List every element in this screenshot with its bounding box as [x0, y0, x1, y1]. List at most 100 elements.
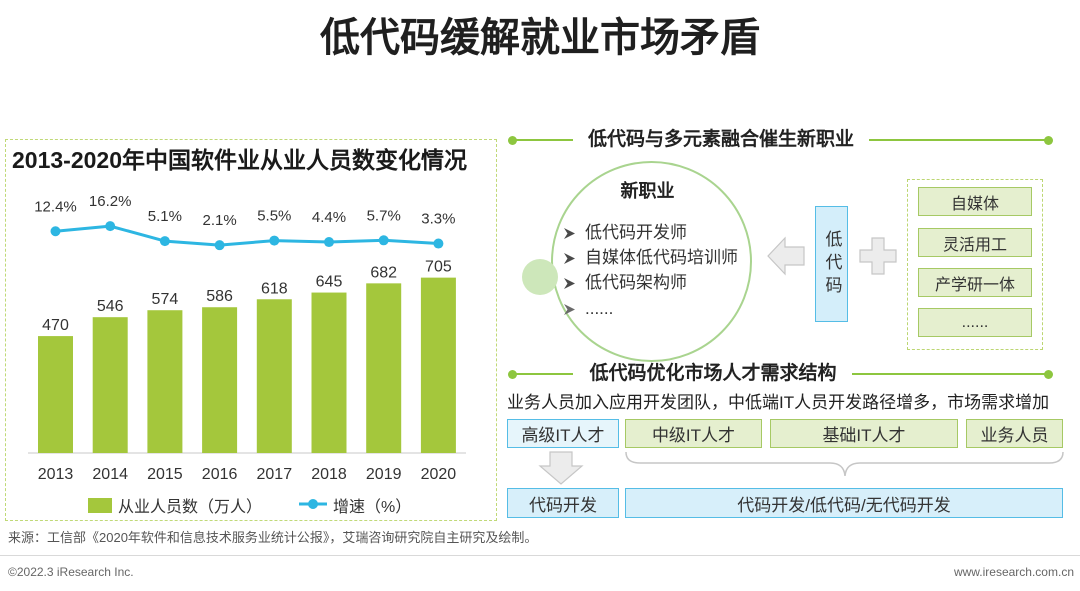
new-job-item: 低代码架构师: [563, 272, 687, 294]
growth-label-2015: 5.1%: [148, 208, 182, 225]
growth-label-2020: 3.3%: [421, 211, 455, 228]
bullet-arrow-icon: [564, 303, 575, 315]
page-title: 低代码缓解就业市场矛盾: [320, 16, 760, 60]
section-line: [852, 373, 1049, 375]
bullet-arrow-icon: [564, 252, 575, 264]
growth-point-2017: [269, 235, 280, 246]
bar-value-label-2017: 618: [261, 280, 288, 297]
growth-point-2020: [433, 238, 444, 249]
element-label: ......: [961, 313, 989, 331]
footer-divider: [0, 555, 1080, 556]
bar-2019: [366, 283, 402, 453]
talent-level-label: 高级IT人才: [521, 426, 605, 445]
growth-point-2014: [105, 221, 116, 232]
plus-icon: [859, 237, 897, 275]
growth-point-2013: [50, 226, 61, 237]
dev-mode-box: 代码开发: [507, 488, 619, 518]
growth-label-2016: 2.1%: [202, 212, 236, 229]
decorative-dot: [522, 259, 558, 295]
bar-value-label-2016: 586: [206, 288, 233, 305]
section-title-new-jobs: 低代码与多元素融合催生新职业: [587, 129, 854, 150]
new-job-label: 低代码开发师: [585, 223, 687, 242]
bar-value-label-2013: 470: [42, 317, 69, 334]
x-tick-label-2014: 2014: [92, 466, 128, 483]
bullet-arrow-icon: [564, 277, 575, 289]
source-note: 来源：工信部《2020年软件和信息技术服务业统计公报》，艾瑞咨询研究院自主研究及…: [8, 530, 538, 545]
growth-point-2018: [324, 237, 334, 248]
section-line: [869, 139, 1049, 141]
x-tick-label-2017: 2017: [257, 466, 293, 483]
element-box: ......: [918, 308, 1032, 337]
section-dot: [1044, 135, 1053, 145]
bar-2018: [311, 292, 347, 453]
bar-2014: [92, 317, 128, 453]
talent-level-box: 高级IT人才: [507, 419, 619, 448]
legend-label-line: 增速（%）: [333, 498, 411, 516]
new-job-item: 低代码开发师: [563, 222, 687, 244]
legend-label-bar: 从业人员数（万人）: [118, 498, 262, 516]
growth-label-2018: 4.4%: [312, 209, 346, 226]
new-job-label: 自媒体低代码培训师: [585, 248, 738, 267]
new-jobs-circle: [551, 161, 752, 362]
x-tick-label-2013: 2013: [38, 466, 74, 483]
x-tick-label-2018: 2018: [311, 466, 347, 483]
employment-chart: 470 2013 546 2014 574 2015 586 2016 618 2017 645 20…: [28, 193, 466, 516]
growth-point-2016: [214, 240, 225, 251]
element-label: 产学研一体: [934, 276, 1015, 294]
growth-label-2013: 12.4%: [34, 198, 77, 215]
x-tick-label-2016: 2016: [202, 466, 238, 483]
element-label: 自媒体: [950, 195, 999, 213]
lowcode-box: 低代码: [815, 206, 848, 322]
section-dot: [508, 135, 517, 145]
arrow-down-icon: [538, 451, 584, 485]
dev-mode-label: 代码开发/低代码/无代码开发: [737, 495, 951, 515]
talent-level-box: 业务人员: [966, 419, 1063, 448]
growth-point-2019: [378, 235, 389, 246]
section-dot: [508, 369, 517, 379]
bar-2020: [420, 277, 456, 453]
dev-mode-box: 代码开发/低代码/无代码开发: [625, 488, 1063, 518]
section-line: [513, 373, 573, 375]
elements-frame: [907, 179, 1043, 350]
talent-level-box: 基础IT人才: [770, 419, 958, 448]
talent-level-label: 基础IT人才: [822, 426, 906, 445]
new-job-label: 低代码架构师: [585, 273, 687, 292]
section-line: [513, 139, 573, 141]
arrow-left-icon: [767, 236, 805, 276]
bar-value-label-2018: 645: [316, 274, 343, 291]
element-label: 灵活用工: [942, 236, 1007, 254]
section-dot: [1044, 369, 1053, 379]
new-jobs-title: 新职业: [620, 181, 675, 201]
growth-point-2015: [159, 236, 170, 247]
talent-level-box: 中级IT人才: [625, 419, 762, 448]
x-tick-label-2020: 2020: [421, 466, 457, 483]
bar-2015: [147, 310, 183, 453]
growth-label-2019: 5.7%: [367, 207, 401, 224]
new-job-item: ......: [563, 298, 613, 320]
bar-value-label-2015: 574: [152, 291, 179, 308]
talent-level-label: 中级IT人才: [651, 426, 736, 445]
dev-mode-label: 代码开发: [529, 495, 597, 515]
talent-level-label: 业务人员: [980, 426, 1049, 445]
chart-panel: [5, 139, 497, 521]
copyright: ©2022.3 iResearch Inc.: [8, 565, 134, 579]
talent-summary: 业务人员加入应用开发团队，中低端IT人员开发路径增多，市场需求增加: [507, 393, 1050, 412]
website: www.iresearch.com.cn: [953, 565, 1074, 579]
lowcode-label: 低代码: [822, 229, 842, 299]
x-tick-label-2015: 2015: [147, 466, 183, 483]
chart-title: 2013-2020年中国软件业从业人员数变化情况: [12, 147, 467, 173]
bar-2013: [38, 336, 73, 453]
bar-value-label-2014: 546: [97, 298, 124, 315]
bar-2016: [202, 307, 238, 453]
growth-label-2017: 5.5%: [257, 208, 291, 225]
bullet-arrow-icon: [564, 227, 575, 239]
growth-rate-line: [55, 224, 439, 247]
bar-2017: [256, 299, 292, 453]
growth-label-2014: 16.2%: [89, 193, 132, 210]
element-box: 产学研一体: [918, 268, 1032, 297]
bar-value-label-2020: 705: [425, 259, 452, 276]
legend-swatch-marker: [308, 499, 318, 509]
new-job-label: ......: [585, 299, 614, 318]
element-box: 灵活用工: [918, 228, 1032, 257]
new-job-item: 自媒体低代码培训师: [563, 247, 738, 269]
